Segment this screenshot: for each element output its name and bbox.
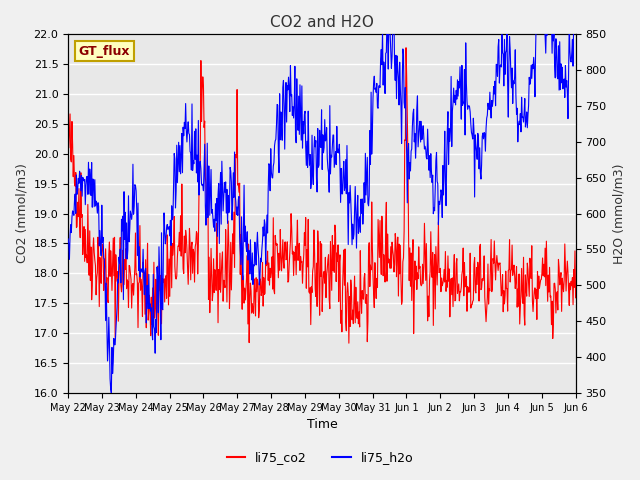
Text: GT_flux: GT_flux — [78, 45, 130, 58]
Y-axis label: CO2 (mmol/m3): CO2 (mmol/m3) — [15, 164, 28, 264]
Title: CO2 and H2O: CO2 and H2O — [270, 15, 374, 30]
X-axis label: Time: Time — [307, 419, 337, 432]
Y-axis label: H2O (mmol/m3): H2O (mmol/m3) — [612, 163, 625, 264]
Legend: li75_co2, li75_h2o: li75_co2, li75_h2o — [221, 446, 419, 469]
